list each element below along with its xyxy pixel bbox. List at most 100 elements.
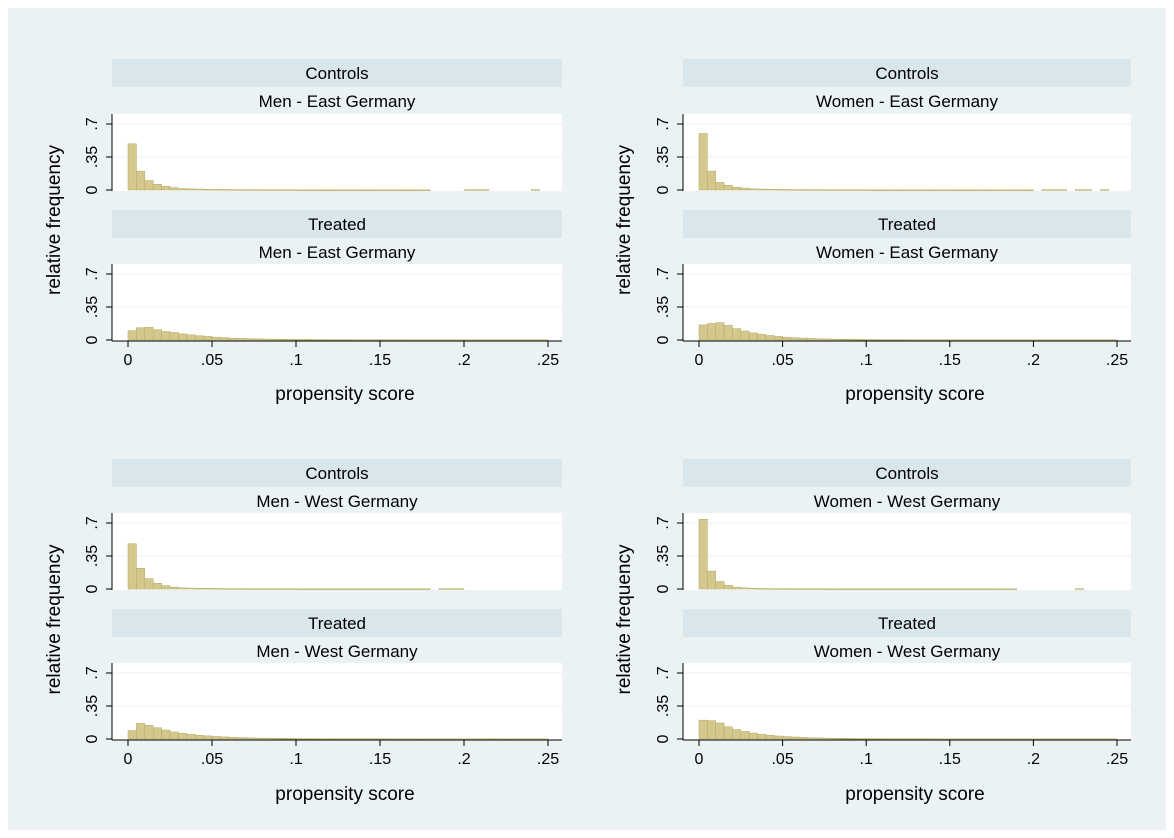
histogram-bar xyxy=(278,338,288,341)
histogram-bar xyxy=(211,736,221,740)
histogram-bar xyxy=(824,588,834,590)
histogram-bar xyxy=(152,727,162,740)
x-tick-label: .2 xyxy=(457,751,470,768)
histogram-bar xyxy=(178,587,188,590)
histogram-bar xyxy=(514,738,524,740)
histogram-bar xyxy=(169,731,179,740)
histogram-bar xyxy=(178,333,188,341)
histogram-bar xyxy=(949,189,959,191)
histogram-bar xyxy=(799,337,808,341)
x-tick-label: 0 xyxy=(695,751,704,768)
histogram-bar xyxy=(865,339,875,341)
histogram-bar xyxy=(907,738,917,740)
histogram-bar xyxy=(1049,339,1059,341)
x-axis-title: propensity score xyxy=(845,384,984,405)
histogram-bar xyxy=(966,738,976,740)
histogram-bar xyxy=(136,170,146,191)
histogram-bar xyxy=(446,738,456,740)
histogram-bar xyxy=(220,189,230,191)
histogram-bar xyxy=(748,587,758,590)
plot-area xyxy=(112,114,562,191)
histogram-bar xyxy=(413,738,423,740)
histogram-bar xyxy=(1074,738,1084,740)
histogram-bar xyxy=(455,339,465,341)
histogram-bar xyxy=(941,189,951,191)
histogram-bar xyxy=(982,588,992,590)
histogram-bar xyxy=(840,738,850,740)
histogram-bar xyxy=(957,588,967,590)
histogram-bar xyxy=(1049,189,1059,191)
histogram-bar xyxy=(757,334,767,341)
histogram-bar xyxy=(253,338,263,341)
histogram-bar xyxy=(203,188,213,191)
panel-strip xyxy=(683,459,1131,487)
histogram-bar xyxy=(161,729,171,740)
histogram-bar xyxy=(228,588,238,590)
histogram-bar xyxy=(304,588,314,590)
y-axis-title: relative frequency xyxy=(614,544,635,694)
y-tick-label: .7 xyxy=(655,516,672,529)
histogram-bar xyxy=(907,189,917,191)
histogram-bar xyxy=(723,584,733,590)
histogram-bar xyxy=(899,588,909,590)
histogram-bar xyxy=(765,188,775,191)
histogram-bar xyxy=(396,339,406,341)
x-tick-label: .2 xyxy=(1027,352,1040,369)
histogram-bar xyxy=(194,587,204,590)
y-tick-label: 0 xyxy=(84,734,101,743)
x-tick-label: .15 xyxy=(369,352,391,369)
histogram-bar xyxy=(773,735,783,740)
histogram-bar xyxy=(371,339,381,341)
histogram-bar xyxy=(1041,189,1051,191)
histogram-bar xyxy=(974,588,984,590)
histogram-bar xyxy=(748,188,758,191)
histogram-bar xyxy=(715,581,725,590)
histogram-bar xyxy=(832,588,842,590)
histogram-bar xyxy=(1074,588,1084,590)
histogram-bar xyxy=(1033,738,1043,740)
histogram-bar xyxy=(907,339,917,341)
histogram-bar xyxy=(1008,339,1017,341)
histogram-bar xyxy=(707,323,716,341)
y-tick-label: .7 xyxy=(655,117,672,130)
histogram-bar xyxy=(891,189,900,191)
y-tick-label: 0 xyxy=(84,185,101,194)
histogram-bar xyxy=(278,738,288,740)
histogram-bar xyxy=(362,189,372,191)
histogram-bar xyxy=(991,339,1001,341)
histogram-bar xyxy=(346,189,356,191)
histogram-bar xyxy=(949,738,959,740)
histogram-bar xyxy=(312,339,322,341)
histogram-bar xyxy=(404,189,414,191)
histogram-bar xyxy=(740,187,750,191)
histogram-bar xyxy=(1074,189,1084,191)
histogram-bar xyxy=(924,189,934,191)
histogram-bar xyxy=(488,339,498,341)
histogram-bar xyxy=(815,588,825,590)
histogram-bar xyxy=(320,588,330,590)
histogram-bar xyxy=(715,182,725,191)
histogram-bar xyxy=(152,329,162,341)
histogram-bar xyxy=(270,189,280,191)
y-tick-label: .35 xyxy=(655,296,672,318)
histogram-bar xyxy=(253,189,263,191)
histogram-bar xyxy=(136,723,146,740)
histogram-bar xyxy=(1058,189,1068,191)
histogram-bar xyxy=(287,588,297,590)
histogram-bar xyxy=(1008,189,1017,191)
histogram-bar xyxy=(278,189,288,191)
histogram-bar xyxy=(824,338,834,341)
histogram-bar xyxy=(186,734,196,740)
histogram-bar xyxy=(329,189,339,191)
y-tick-label: 0 xyxy=(84,584,101,593)
histogram-bar xyxy=(982,189,992,191)
histogram-bar xyxy=(421,339,431,341)
histogram-bar xyxy=(169,187,179,191)
histogram-bar xyxy=(480,189,490,191)
panel-strip xyxy=(683,609,1131,637)
histogram-bar xyxy=(991,738,1001,740)
histogram-bar xyxy=(413,588,423,590)
histogram-bar xyxy=(371,588,381,590)
histogram-bar xyxy=(278,588,288,590)
